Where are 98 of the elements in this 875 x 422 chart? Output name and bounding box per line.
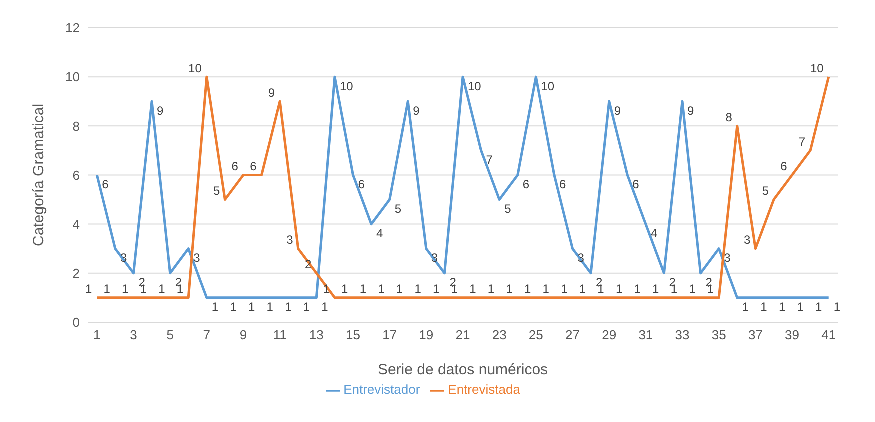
y-tick-label: 6 [72, 168, 80, 183]
data-label: 3 [744, 233, 751, 248]
y-tick-label: 8 [72, 118, 80, 134]
data-label: 1 [303, 300, 310, 314]
data-label: 6 [632, 177, 640, 192]
data-label: 1 [230, 300, 238, 314]
data-label: 1 [542, 282, 550, 296]
data-label: 6 [780, 159, 788, 174]
data-label: 5 [394, 202, 402, 216]
data-label: 6 [232, 159, 239, 174]
data-label: 1 [378, 282, 386, 296]
x-tick-label: 9 [240, 328, 248, 343]
data-label: 5 [214, 184, 221, 198]
data-label: 1 [322, 300, 329, 314]
data-label: 1 [360, 282, 367, 296]
y-tick-label: 4 [72, 216, 80, 232]
x-tick-label: 37 [748, 328, 763, 343]
data-label: 1 [266, 300, 274, 314]
data-label: 5 [504, 202, 512, 216]
data-label: 1 [579, 282, 586, 296]
legend-label: Entrevistada [448, 382, 520, 398]
data-label: 10 [468, 79, 482, 94]
data-label: 6 [250, 159, 258, 174]
data-label: 1 [689, 282, 696, 296]
data-label: 9 [614, 104, 622, 118]
data-label: 3 [724, 251, 732, 266]
data-label: 1 [652, 282, 660, 296]
x-tick-label: 29 [602, 328, 617, 343]
data-label: 1 [396, 282, 404, 296]
data-label: 8 [726, 110, 733, 124]
data-label: 1 [561, 282, 568, 296]
y-tick-label: 0 [72, 315, 80, 330]
data-label: 1 [760, 300, 768, 314]
x-tick-label: 11 [273, 328, 287, 343]
data-label: 4 [650, 226, 658, 241]
x-tick-label: 35 [712, 328, 726, 343]
data-label: 1 [414, 282, 422, 296]
x-tick-label: 7 [203, 328, 211, 343]
x-tick-label: 21 [456, 328, 470, 343]
x-tick-label: 3 [130, 328, 138, 343]
data-label: 1 [506, 282, 514, 296]
data-label: 6 [522, 177, 530, 192]
data-label: 1 [778, 300, 786, 314]
x-tick-label: 13 [309, 328, 324, 343]
data-label: 9 [268, 86, 276, 100]
x-tick-label: 17 [382, 328, 398, 343]
data-label: 1 [488, 282, 495, 296]
x-axis-title: Serie de datos numéricos [378, 361, 548, 378]
x-tick-label: 39 [785, 328, 800, 343]
x-tick-label: 41 [822, 328, 836, 343]
data-label: 1 [85, 282, 92, 296]
data-label: 1 [285, 300, 292, 314]
data-label: 1 [158, 282, 166, 296]
data-label: 1 [816, 300, 823, 314]
data-label: 6 [559, 177, 566, 192]
data-label: 1 [212, 300, 219, 314]
y-axis-title: Categoría Gramatical [30, 104, 48, 246]
x-tick-label: 27 [566, 328, 580, 343]
x-tick-label: 15 [346, 328, 360, 343]
x-tick-label: 5 [166, 328, 174, 343]
data-label: 3 [194, 251, 201, 266]
data-label: 1 [616, 282, 623, 296]
data-label: 4 [376, 226, 384, 241]
x-tick-label: 23 [492, 328, 507, 343]
data-label: 9 [688, 104, 695, 118]
legend-label: Entrevistador [344, 382, 420, 398]
x-tick-label: 19 [419, 328, 434, 343]
data-label: 1 [248, 300, 256, 314]
data-label: 9 [157, 104, 164, 118]
data-label: 6 [102, 177, 110, 192]
data-label: 10 [541, 79, 555, 94]
x-tick-label: 31 [638, 328, 654, 343]
data-label: 10 [340, 79, 354, 94]
data-label: 9 [413, 104, 420, 118]
x-tick-label: 33 [675, 328, 690, 343]
data-label: 1 [742, 300, 750, 314]
y-tick-label: 12 [66, 20, 80, 36]
data-label: 1 [634, 282, 642, 296]
data-label: 5 [762, 184, 770, 198]
y-tick-label: 2 [72, 266, 80, 281]
data-label: 1 [104, 282, 111, 296]
data-label: 1 [470, 282, 477, 296]
data-label: 1 [797, 300, 804, 314]
data-label: 3 [286, 233, 294, 248]
x-tick-label: 1 [94, 328, 101, 343]
data-label: 7 [486, 152, 494, 167]
y-tick-label: 10 [66, 70, 80, 85]
data-label: 1 [342, 282, 349, 296]
data-label: 10 [810, 61, 824, 76]
data-label: 1 [433, 282, 440, 296]
data-label: 1 [524, 282, 532, 296]
data-label: 1 [122, 282, 130, 296]
data-label: 7 [798, 134, 806, 149]
line-series [96, 76, 830, 300]
data-label: 6 [358, 177, 366, 192]
x-tick-label: 25 [528, 328, 544, 343]
data-label: 10 [188, 61, 202, 76]
data-label: 1 [834, 300, 841, 314]
